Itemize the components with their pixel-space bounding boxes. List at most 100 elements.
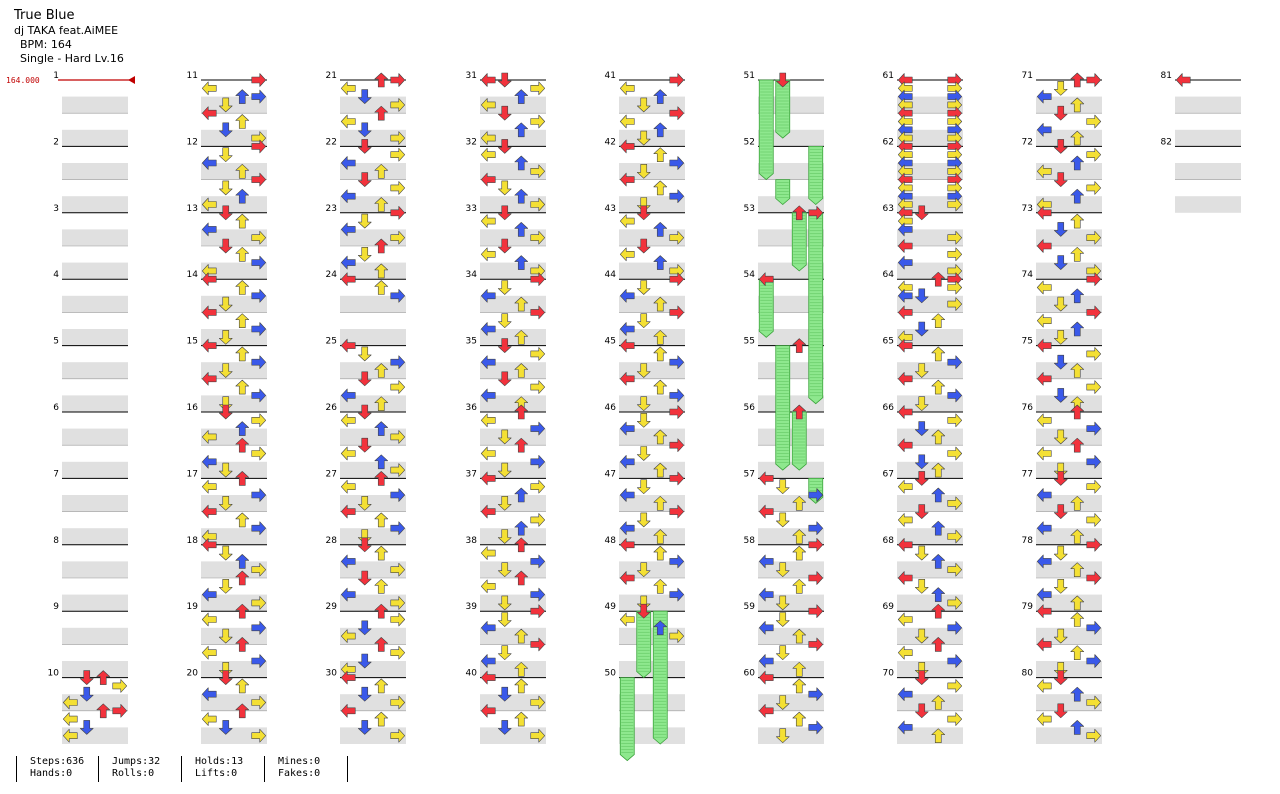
arrow-up-icon	[931, 554, 946, 569]
measure-band	[1036, 329, 1102, 346]
measure-number: 77	[1022, 469, 1033, 479]
arrow-down-icon	[1053, 504, 1068, 519]
measure-number: 3	[53, 204, 59, 214]
arrow-right-icon	[1086, 571, 1102, 585]
arrow-up-icon	[96, 703, 111, 719]
arrow-right-icon	[947, 147, 963, 162]
measure-band	[201, 163, 267, 180]
arrow-right-icon	[251, 695, 267, 710]
arrow-left-icon	[897, 181, 913, 195]
arrow-left-icon	[480, 73, 496, 87]
arrow-left-icon	[1036, 338, 1052, 353]
hold-note	[791, 411, 807, 471]
measure-number: 33	[466, 204, 477, 214]
arrow-left-icon	[1036, 239, 1052, 253]
arrow-right-icon	[530, 554, 546, 569]
arrow-down-icon	[497, 72, 512, 88]
measure-number: 30	[326, 669, 338, 679]
arrow-up-icon	[514, 363, 529, 378]
arrow-down-icon	[914, 471, 929, 486]
arrow-down-icon	[218, 670, 233, 685]
arrow-right-icon	[530, 637, 546, 652]
arrow-up-icon	[653, 578, 668, 594]
arrow-left-icon	[480, 98, 496, 112]
arrow-right-icon	[1086, 728, 1102, 743]
arrow-right-icon	[808, 488, 824, 502]
arrow-right-icon	[251, 388, 267, 403]
arrow-left-icon	[897, 255, 913, 270]
arrow-left-icon	[897, 214, 913, 228]
measure-number: 59	[744, 602, 756, 612]
measure-band	[1036, 96, 1102, 114]
measure-band	[1036, 362, 1102, 379]
measure-band	[201, 727, 267, 744]
measure-band	[340, 395, 406, 412]
arrow-up-icon	[653, 329, 668, 345]
arrow-up-icon	[374, 280, 389, 295]
arrow-up-icon	[374, 363, 389, 378]
arrow-down-icon	[497, 495, 512, 511]
measure-band	[62, 229, 128, 246]
arrow-up-icon	[931, 346, 946, 362]
measure-band	[480, 727, 546, 744]
arrow-right-icon	[390, 596, 406, 610]
arrow-right-icon	[530, 479, 546, 494]
arrow-up-icon	[1070, 612, 1085, 627]
arrow-up-icon	[514, 678, 529, 694]
measure-band	[619, 262, 685, 280]
measure-band	[1036, 262, 1102, 280]
measure-band	[897, 196, 963, 213]
hold-note	[791, 212, 807, 272]
arrow-right-icon	[390, 98, 406, 112]
measure-band	[897, 428, 963, 446]
measure-band	[62, 395, 128, 412]
arrow-left-icon	[1036, 164, 1052, 179]
arrow-up-icon	[235, 637, 250, 652]
song-bpm: BPM: 164	[20, 38, 72, 51]
arrow-down-icon	[1053, 670, 1068, 685]
measure-number: 72	[1022, 137, 1033, 147]
arrow-down-icon	[636, 603, 651, 619]
arrow-down-icon	[775, 595, 790, 611]
arrow-up-icon	[792, 545, 807, 561]
arrow-left-icon	[480, 288, 496, 303]
arrow-down-icon	[1053, 105, 1068, 121]
measure-band	[1175, 96, 1241, 114]
measure-number: 68	[883, 536, 895, 546]
arrow-down-icon	[1053, 139, 1068, 154]
arrow-down-icon	[1053, 222, 1068, 237]
measure-band	[758, 428, 824, 446]
arrow-right-icon	[390, 181, 406, 195]
arrow-down-icon	[357, 720, 372, 735]
arrow-down-icon	[357, 570, 372, 586]
arrow-left-icon	[340, 338, 356, 353]
arrow-right-icon	[1086, 181, 1102, 195]
arrow-up-icon	[792, 404, 807, 420]
measure-number: 17	[187, 469, 198, 479]
measure-band	[480, 329, 546, 346]
measure-band	[480, 461, 546, 479]
arrow-down-icon	[1053, 628, 1068, 644]
arrow-left-icon	[480, 546, 496, 560]
arrow-right-icon	[251, 288, 267, 303]
arrow-right-icon	[947, 73, 963, 87]
arrow-up-icon	[235, 678, 250, 694]
arrow-right-icon	[947, 413, 963, 428]
measure-number: 70	[883, 669, 895, 679]
measure-band	[62, 428, 128, 446]
measure-band	[480, 627, 546, 645]
measure-band	[201, 329, 267, 346]
stat-rolls: Rolls:0	[112, 768, 155, 779]
arrow-left-icon	[758, 587, 774, 602]
arrow-up-icon	[653, 529, 668, 544]
measure-band	[62, 594, 128, 612]
arrow-left-icon	[619, 247, 635, 262]
arrow-left-icon	[340, 388, 356, 403]
measure-number: 78	[1022, 536, 1034, 546]
measure-number: 7	[53, 469, 59, 479]
measure-band	[758, 229, 824, 246]
measure-number: 48	[605, 536, 617, 546]
arrow-right-icon	[1086, 421, 1102, 436]
arrow-right-icon	[530, 230, 546, 245]
